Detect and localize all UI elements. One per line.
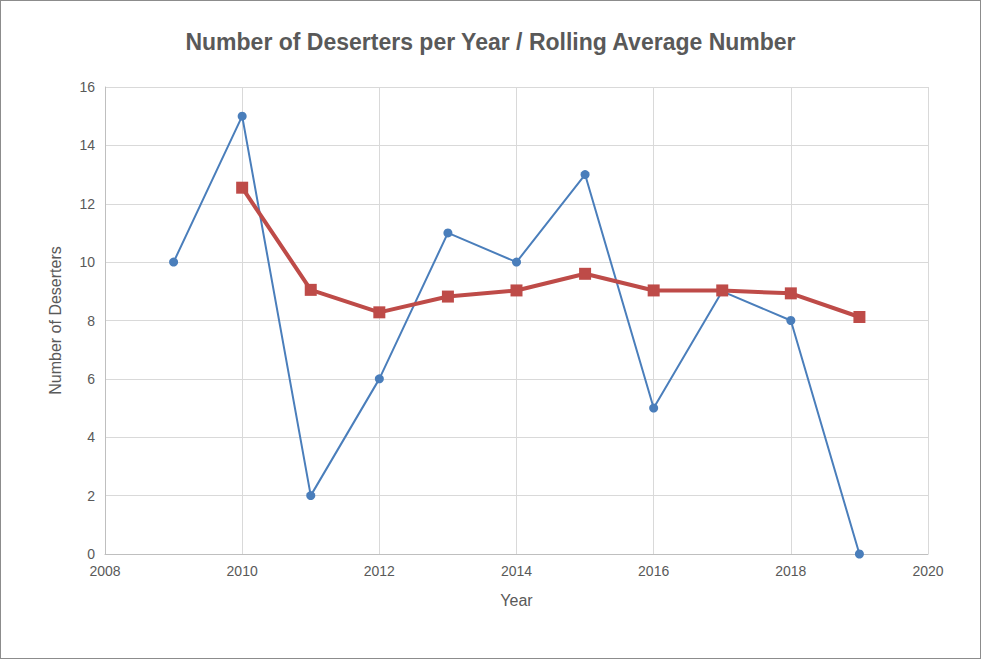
svg-text:Number of Deserters per Year /: Number of Deserters per Year / Rolling A… <box>185 29 795 55</box>
svg-text:6: 6 <box>87 371 95 387</box>
svg-text:2016: 2016 <box>638 563 669 579</box>
svg-text:Year: Year <box>500 592 533 609</box>
svg-text:4: 4 <box>87 429 95 445</box>
svg-text:12: 12 <box>79 196 95 212</box>
svg-text:Number of Deserters: Number of Deserters <box>47 246 64 395</box>
svg-text:10: 10 <box>79 254 95 270</box>
svg-text:2018: 2018 <box>775 563 806 579</box>
svg-text:2020: 2020 <box>912 563 943 579</box>
svg-text:16: 16 <box>79 79 95 95</box>
svg-text:0: 0 <box>87 546 95 562</box>
svg-text:2010: 2010 <box>227 563 258 579</box>
svg-text:8: 8 <box>87 313 95 329</box>
svg-text:2014: 2014 <box>501 563 532 579</box>
svg-text:2: 2 <box>87 488 95 504</box>
svg-text:2008: 2008 <box>89 563 120 579</box>
svg-text:14: 14 <box>79 137 95 153</box>
svg-text:2012: 2012 <box>364 563 395 579</box>
